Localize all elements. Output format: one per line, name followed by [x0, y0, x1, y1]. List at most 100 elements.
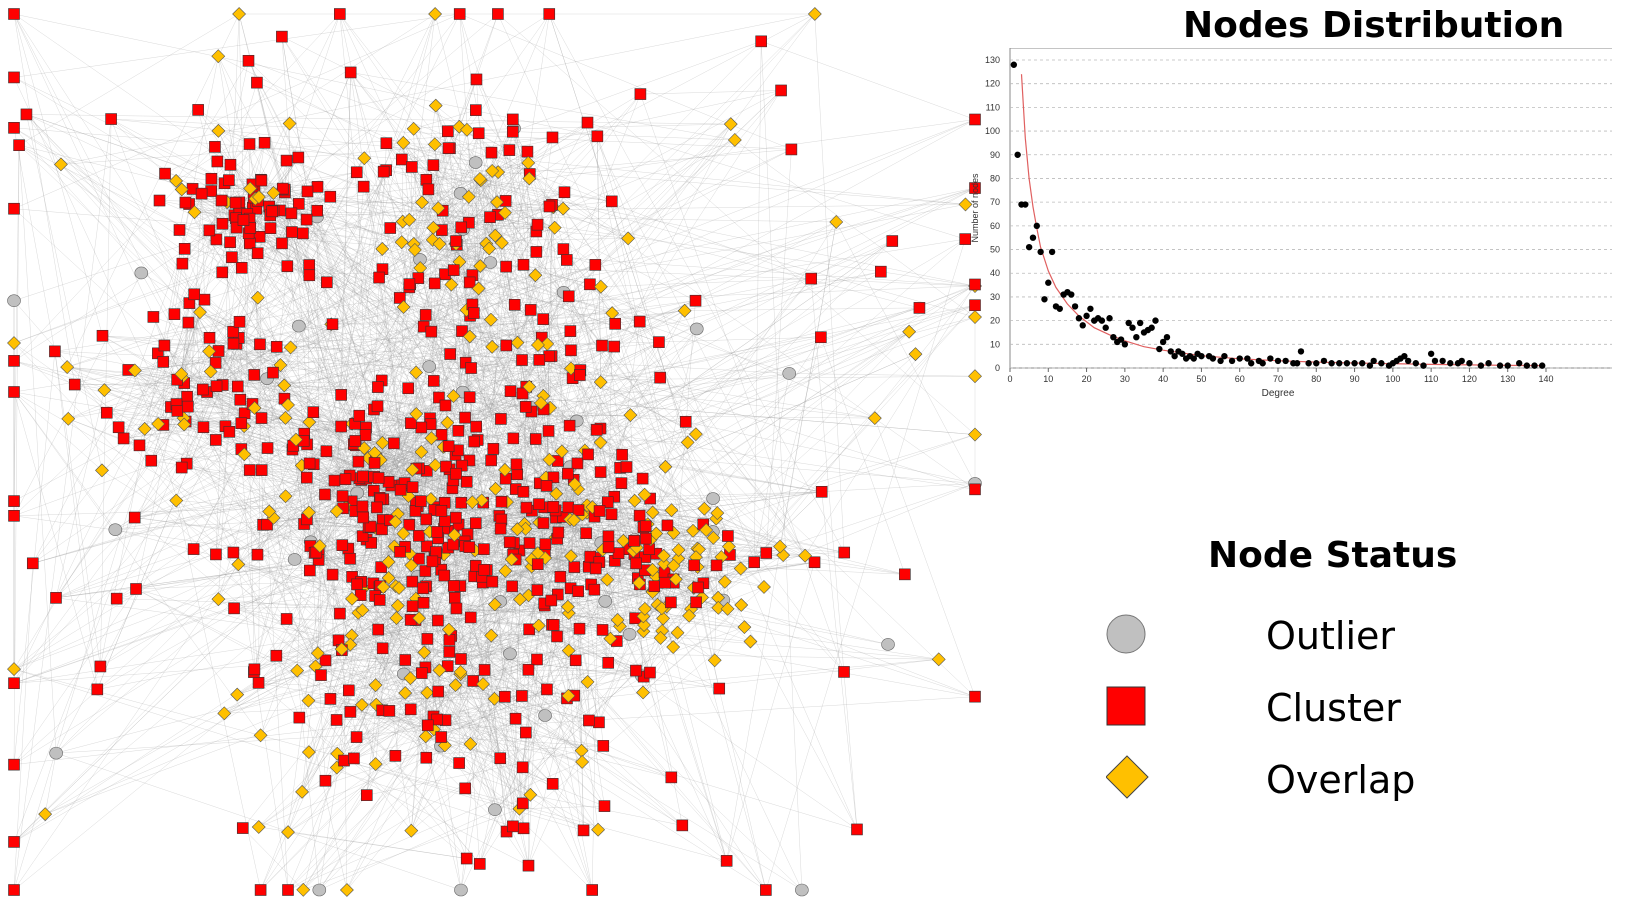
data-point [1179, 350, 1186, 357]
cluster-node [612, 547, 625, 559]
cluster-node [485, 454, 497, 467]
overlap-node [616, 533, 631, 548]
overlap-node [697, 501, 712, 516]
cluster-node [413, 530, 425, 542]
cluster-node [319, 774, 332, 787]
overlap-node [402, 212, 417, 227]
overlap-node [498, 462, 512, 477]
cluster-node [395, 153, 408, 166]
cluster-node [503, 144, 516, 156]
cluster-node [237, 214, 250, 226]
legend-item-cluster: Cluster [1106, 680, 1506, 740]
cluster-node [511, 468, 523, 481]
outlier-marker-icon [1106, 614, 1146, 654]
data-point [1037, 248, 1044, 256]
data-point [1313, 360, 1320, 367]
cluster-node [450, 602, 463, 615]
cluster-node [234, 393, 247, 406]
cluster-node [359, 429, 372, 441]
cluster-node [243, 138, 256, 150]
overlap-node [231, 557, 246, 572]
cluster-node [196, 383, 209, 396]
cluster-node [255, 464, 268, 476]
cluster-node [547, 500, 560, 513]
overlap-node [968, 369, 982, 384]
cluster-node [334, 607, 346, 620]
cluster-node [507, 432, 520, 445]
cluster-node [215, 194, 228, 207]
overlap-node [440, 415, 455, 430]
cluster-node [297, 227, 309, 240]
x-tick-label: 30 [1120, 374, 1130, 384]
overlap-node [717, 574, 732, 589]
overlap-node [7, 662, 21, 677]
data-point [1136, 319, 1144, 327]
cluster-node [499, 690, 511, 703]
cluster-node [450, 235, 462, 247]
cluster-node [530, 246, 543, 258]
overlap-node [193, 305, 207, 320]
data-point [1282, 357, 1289, 365]
network-graph-canvas [7, 7, 982, 897]
cluster-node [508, 298, 521, 311]
cluster-node [326, 318, 339, 330]
overlap-node [277, 378, 292, 393]
cluster-node [654, 371, 666, 384]
overlap-node [522, 171, 537, 186]
overlap-node [465, 495, 480, 510]
overlap-node [773, 539, 787, 554]
data-point [1198, 352, 1205, 360]
cluster-node [236, 822, 249, 834]
overlap-node [278, 489, 293, 504]
overlap-node [177, 417, 192, 432]
cluster-node [775, 84, 787, 97]
cluster-node [484, 211, 496, 223]
cluster-node [242, 54, 255, 67]
overlap-node [723, 117, 738, 132]
data-point [1420, 362, 1427, 369]
cluster-node [255, 174, 268, 187]
cluster-node [441, 660, 454, 672]
cluster-node [338, 754, 350, 767]
cluster-node [546, 131, 559, 144]
cluster-node [450, 511, 462, 524]
cluster-node [303, 269, 316, 282]
cluster-node [339, 473, 352, 485]
cluster-node [620, 461, 633, 473]
overlap-node [534, 396, 548, 411]
cluster-node [8, 355, 20, 367]
data-point [1336, 360, 1343, 367]
cluster-node [368, 457, 381, 469]
data-point [1106, 315, 1113, 322]
overlap-node [513, 592, 527, 607]
overlap-node [252, 190, 266, 204]
overlap-node [498, 205, 512, 220]
overlap-node [734, 598, 749, 612]
cluster-node [404, 703, 417, 716]
cluster-node [224, 158, 237, 171]
y-tick-label: 50 [990, 245, 1000, 255]
cluster-node [409, 505, 422, 517]
cluster-node [417, 582, 429, 595]
cluster-node [286, 226, 298, 238]
cluster-node [264, 222, 277, 234]
cluster-node [487, 443, 500, 455]
overlap-node [431, 201, 446, 216]
cluster-node [426, 555, 439, 568]
y-tick-label: 30 [990, 292, 1000, 302]
overlap-node [473, 172, 487, 186]
cluster-node [210, 548, 222, 561]
cluster-node [372, 472, 385, 484]
cluster-node [574, 369, 586, 381]
cluster-node [228, 602, 240, 615]
overlap-node [600, 572, 615, 587]
data-point [1274, 357, 1282, 365]
cluster-node [281, 260, 294, 273]
cluster-node [421, 633, 434, 645]
legend-item-overlap: Overlap [1106, 752, 1506, 812]
overlap-node [670, 625, 685, 640]
cluster-node [372, 381, 384, 393]
cluster-node [500, 260, 512, 273]
outlier-node [7, 294, 21, 308]
cluster-node [516, 761, 529, 774]
